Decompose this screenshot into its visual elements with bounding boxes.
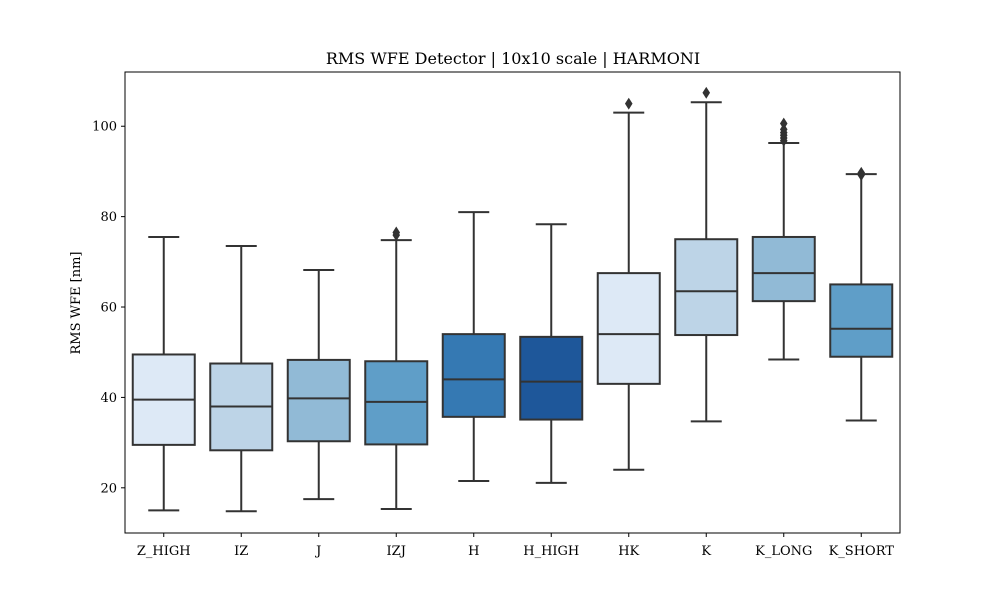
x-tick-label: HK [618, 544, 639, 559]
box-group [441, 211, 506, 483]
box-group [209, 245, 274, 513]
box-group [519, 223, 584, 484]
box-iqr [596, 272, 661, 385]
outlier-point [779, 117, 788, 130]
boxes-layer [131, 86, 894, 513]
y-tick-label: 80 [100, 210, 117, 225]
box-group [286, 268, 351, 501]
box-iqr [674, 238, 739, 337]
chart-title: RMS WFE Detector | 10x10 scale | HARMONI [326, 49, 700, 68]
box-iqr [829, 283, 894, 358]
outlier-point [624, 97, 633, 110]
x-tick-label: K [701, 544, 711, 559]
box-iqr [441, 333, 506, 418]
box-group [829, 166, 894, 422]
box-iqr [519, 335, 584, 421]
plot-frame [124, 71, 901, 534]
box-iqr [751, 235, 816, 303]
y-tick-label: 20 [100, 481, 117, 496]
outlier-point [702, 86, 711, 99]
x-tick-label: Z_HIGH [137, 544, 191, 559]
y-tick-label: 40 [100, 391, 117, 406]
outlier-point [392, 226, 401, 239]
y-tick-label: 100 [92, 120, 117, 135]
box-group [364, 226, 429, 511]
x-tick-label: IZJ [387, 544, 406, 559]
box-group [674, 86, 739, 423]
x-axis: Z_HIGH IZ J IZJ H H_HIGH HK K K_LONG K_SHORT [137, 533, 894, 559]
x-tick-label: H_HIGH [523, 544, 579, 559]
box-group [751, 117, 816, 361]
y-axis: 20 40 60 80 100 [92, 120, 125, 496]
x-tick-label: K_SHORT [829, 544, 895, 559]
y-tick-label: 60 [100, 301, 117, 316]
box-group [131, 235, 196, 512]
outlier-point [857, 166, 866, 179]
x-tick-label: K_LONG [755, 544, 812, 559]
x-tick-label: H [468, 544, 479, 559]
box-group [596, 97, 661, 471]
x-tick-label: J [314, 544, 321, 559]
box-iqr [286, 358, 351, 443]
y-axis-label: RMS WFE [nm] [69, 252, 84, 355]
x-tick-label: IZ [234, 544, 248, 559]
